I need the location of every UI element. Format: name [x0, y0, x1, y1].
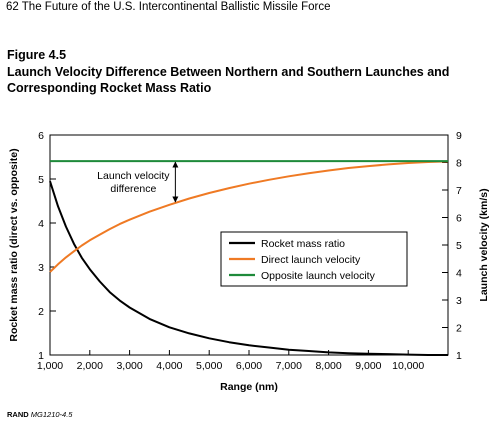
y-left-tick-label: 5: [38, 174, 44, 186]
y-right-tick-label: 5: [456, 240, 462, 252]
y-left-tick-label: 1: [38, 350, 44, 362]
y-right-tick-label: 6: [456, 213, 462, 225]
figure-label: Figure 4.5: [7, 48, 67, 62]
source-note: RAND MG1210-4.5: [7, 410, 72, 419]
source-id: MG1210-4.5: [30, 410, 73, 419]
y-left-tick-label: 6: [38, 130, 44, 142]
legend: Rocket mass ratio Direct launch velocity O…: [220, 231, 408, 287]
legend-label: Direct launch velocity: [261, 254, 361, 266]
series-layer: [49, 160, 449, 356]
y-axis-right: 1 2 3 4 5 6 7 8 9: [442, 130, 462, 362]
figure-title: Launch Velocity Difference Between North…: [7, 65, 450, 95]
y-right-tick-label: 8: [456, 158, 462, 170]
y-axis-left-title: Rocket mass ratio (direct vs. opposite): [8, 148, 20, 341]
y-right-tick-label: 2: [456, 323, 462, 335]
y-left-tick-label: 3: [38, 262, 44, 274]
x-tick-label: 1,000: [37, 360, 63, 372]
y-axis-right-title: Launch velocity (km/s): [478, 188, 490, 301]
running-head: 62 The Future of the U.S. Intercontinent…: [6, 1, 331, 13]
y-left-tick-label: 4: [38, 218, 44, 230]
x-axis-title: Range (nm): [220, 381, 278, 393]
y-left-tick-label: 2: [38, 306, 44, 318]
annotation-text: difference: [110, 183, 156, 195]
legend-label: Opposite launch velocity: [261, 270, 376, 282]
series-line-direct-launch-velocity: [49, 160, 449, 273]
y-right-tick-label: 4: [456, 268, 462, 280]
x-axis: 1,000 2,000 3,000 4,000 5,000 6,000 7,000 8,000…: [37, 350, 424, 372]
x-tick-label: 7,000: [276, 360, 302, 372]
x-tick-label: 9,000: [355, 360, 381, 372]
annotation-text: Launch velocity: [97, 170, 170, 182]
x-tick-label: 3,000: [116, 360, 142, 372]
y-right-tick-label: 3: [456, 295, 462, 307]
x-tick-label: 8,000: [315, 360, 341, 372]
x-tick-label: 2,000: [77, 360, 103, 372]
x-tick-label: 6,000: [236, 360, 262, 372]
y-right-tick-label: 1: [456, 350, 462, 362]
x-tick-label: 4,000: [156, 360, 182, 372]
x-tick-label: 5,000: [196, 360, 222, 372]
series-line-rocket-mass-ratio: [49, 180, 448, 356]
y-right-tick-label: 7: [456, 185, 462, 197]
source-org: RAND: [7, 410, 29, 419]
y-right-tick-label: 9: [456, 130, 462, 142]
legend-label: Rocket mass ratio: [261, 238, 345, 250]
y-axis-left: 1 2 3 4 5 6: [38, 130, 56, 362]
x-tick-label: 10,000: [392, 360, 424, 372]
